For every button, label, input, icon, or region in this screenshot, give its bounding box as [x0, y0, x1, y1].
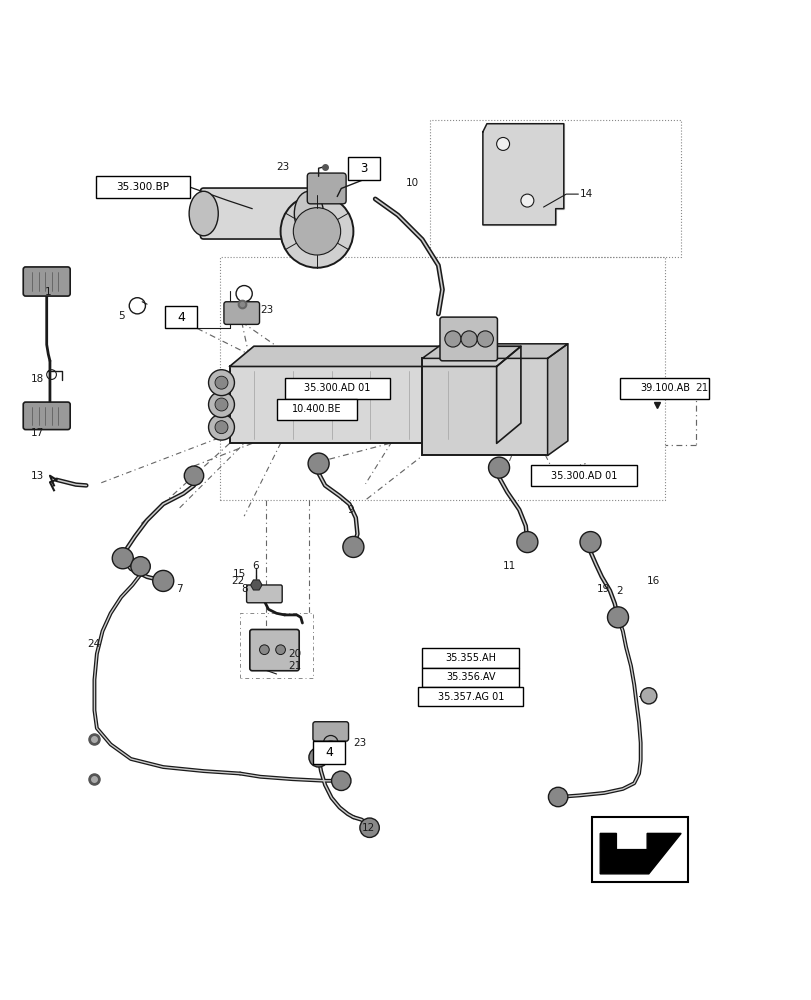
- Text: 23: 23: [353, 738, 367, 748]
- Bar: [620, 378, 709, 399]
- Text: 4: 4: [177, 311, 185, 324]
- Circle shape: [579, 532, 600, 553]
- Circle shape: [293, 208, 341, 255]
- Circle shape: [444, 331, 461, 347]
- Circle shape: [208, 370, 234, 396]
- Text: 22: 22: [230, 576, 244, 586]
- Circle shape: [276, 645, 285, 655]
- Polygon shape: [547, 344, 567, 455]
- Circle shape: [215, 398, 228, 411]
- Text: 5: 5: [118, 311, 124, 321]
- Text: 16: 16: [646, 576, 659, 586]
- Ellipse shape: [294, 191, 323, 236]
- Bar: [591, 817, 687, 882]
- Circle shape: [152, 570, 174, 591]
- Text: 23: 23: [276, 162, 290, 172]
- Bar: [530, 465, 636, 486]
- Bar: [422, 358, 547, 455]
- Bar: [347, 157, 380, 180]
- Polygon shape: [251, 580, 262, 590]
- Text: 10.400.BE: 10.400.BE: [292, 404, 341, 414]
- Bar: [312, 741, 345, 764]
- Text: 13: 13: [31, 471, 45, 481]
- FancyBboxPatch shape: [312, 722, 348, 741]
- Circle shape: [215, 376, 228, 389]
- Text: 4: 4: [324, 746, 333, 759]
- FancyBboxPatch shape: [440, 317, 497, 361]
- Text: 17: 17: [31, 428, 45, 438]
- Circle shape: [184, 466, 204, 485]
- Text: 35.300.AD 01: 35.300.AD 01: [550, 471, 616, 481]
- Text: 1: 1: [45, 287, 52, 297]
- Bar: [165, 306, 197, 328]
- FancyBboxPatch shape: [307, 173, 345, 204]
- Circle shape: [331, 771, 350, 791]
- Text: 15: 15: [232, 569, 246, 579]
- FancyBboxPatch shape: [247, 585, 282, 603]
- Circle shape: [477, 331, 493, 347]
- Text: 24: 24: [87, 639, 100, 649]
- FancyBboxPatch shape: [24, 402, 70, 430]
- Circle shape: [208, 414, 234, 440]
- Circle shape: [607, 607, 628, 628]
- Circle shape: [488, 457, 509, 478]
- FancyBboxPatch shape: [200, 188, 311, 239]
- Circle shape: [640, 688, 656, 704]
- Text: 14: 14: [579, 189, 593, 199]
- Text: 19: 19: [596, 584, 609, 594]
- Text: 35.357.AG 01: 35.357.AG 01: [437, 692, 504, 702]
- Circle shape: [322, 741, 338, 757]
- Polygon shape: [422, 344, 567, 358]
- Bar: [285, 378, 389, 399]
- Text: 35.300.AD 01: 35.300.AD 01: [303, 383, 370, 393]
- Ellipse shape: [189, 191, 218, 236]
- Circle shape: [547, 787, 567, 807]
- Text: 8: 8: [242, 584, 248, 594]
- Text: 35.356.AV: 35.356.AV: [445, 672, 495, 682]
- Circle shape: [215, 421, 228, 434]
- Text: 39.100.AB: 39.100.AB: [639, 383, 689, 393]
- Text: 35.355.AH: 35.355.AH: [444, 653, 496, 663]
- Circle shape: [496, 137, 509, 150]
- FancyBboxPatch shape: [24, 267, 70, 296]
- Circle shape: [342, 536, 363, 557]
- Polygon shape: [483, 124, 563, 225]
- Polygon shape: [496, 346, 521, 443]
- FancyBboxPatch shape: [250, 629, 298, 671]
- Text: 3: 3: [360, 162, 367, 175]
- Text: 7: 7: [176, 584, 182, 594]
- Circle shape: [517, 532, 537, 553]
- Circle shape: [307, 453, 328, 474]
- Text: 20: 20: [288, 649, 302, 659]
- Circle shape: [308, 748, 328, 767]
- Bar: [422, 648, 519, 668]
- Circle shape: [208, 392, 234, 417]
- Circle shape: [359, 818, 379, 837]
- Text: 21: 21: [695, 383, 708, 393]
- Text: 2: 2: [616, 586, 622, 596]
- Circle shape: [521, 194, 533, 207]
- Text: 35.300.BP: 35.300.BP: [116, 182, 169, 192]
- Circle shape: [112, 548, 133, 569]
- Text: 6: 6: [252, 561, 259, 571]
- Text: 18: 18: [31, 374, 45, 384]
- Text: 21: 21: [288, 661, 302, 671]
- Bar: [418, 687, 523, 706]
- Bar: [97, 176, 189, 198]
- Polygon shape: [230, 346, 521, 366]
- Text: 23: 23: [260, 305, 273, 315]
- Bar: [277, 399, 357, 420]
- Text: 9: 9: [347, 505, 354, 515]
- Bar: [422, 668, 519, 687]
- Bar: [230, 366, 496, 443]
- Polygon shape: [599, 833, 680, 874]
- Circle shape: [281, 195, 353, 268]
- Circle shape: [131, 557, 150, 576]
- Text: 11: 11: [503, 561, 516, 571]
- Circle shape: [260, 645, 269, 655]
- Text: 12: 12: [361, 823, 375, 833]
- FancyBboxPatch shape: [224, 302, 260, 324]
- Circle shape: [461, 331, 477, 347]
- Text: 10: 10: [406, 178, 418, 188]
